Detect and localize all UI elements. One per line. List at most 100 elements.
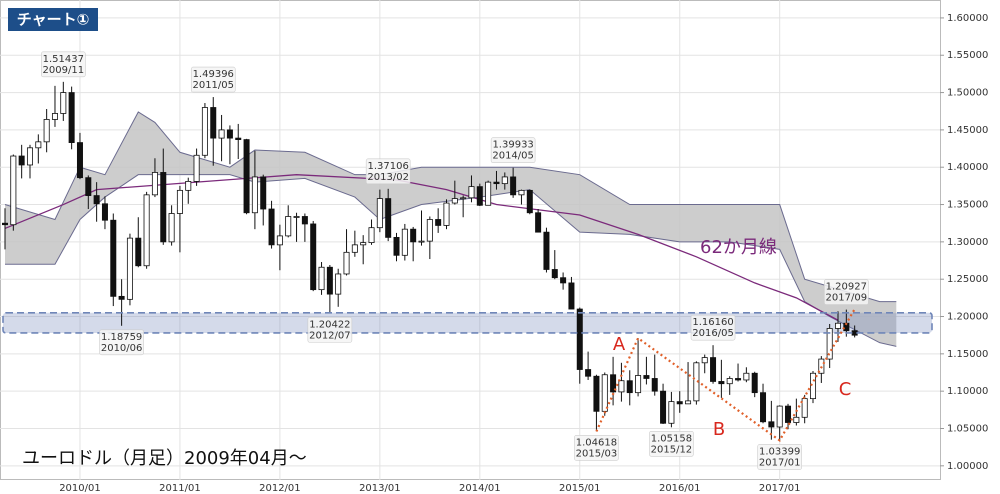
annotation-date: 2010/06 [101,343,143,354]
candle-body [168,213,175,243]
candle-body [2,222,8,226]
candle-body [476,186,483,206]
annotation-value: 1.51437 [43,54,84,65]
candle-body [85,177,92,196]
candle-body [668,401,675,424]
candle-body [301,216,308,225]
y-tick-label: 1.20000 [947,312,988,323]
candle-body [485,181,492,206]
candle-body [418,240,425,243]
candle-body [685,400,692,405]
annotation-date: 2011/05 [192,80,234,91]
candle-body [343,251,350,275]
candle-body [710,357,717,382]
y-tick-label: 1.45000 [947,125,988,136]
candle-body [318,266,325,291]
annotation-box [574,435,619,461]
annotation-date: 2012/07 [309,330,351,341]
candle-body [493,181,500,185]
candle-body [693,362,700,402]
pattern-label: C [839,379,852,400]
candle-body [385,198,392,238]
candle-body [626,380,633,394]
candle-body [101,203,108,221]
candle-body [460,197,467,200]
candle-body [651,378,658,392]
annotation-box [757,444,802,470]
annotation-box [690,314,736,341]
y-tick-label: 1.30000 [947,237,988,248]
candle-body [60,92,67,114]
annotation-value: 1.20422 [309,319,350,330]
candle-body [826,328,833,360]
annotation-box [649,431,694,457]
pattern-line [595,308,856,443]
annotation-value: 1.04618 [576,437,617,448]
candle-body [143,194,150,267]
candle-body [776,405,783,428]
candle-body [276,235,283,246]
candle-body [801,398,808,418]
candle-body [568,282,575,310]
annotation-date: 2013/02 [367,172,409,183]
candle-body [818,358,825,374]
band-border [2,311,933,334]
candle-body [335,273,342,295]
candle-body [210,107,217,139]
candle-body [18,155,25,166]
annotation-value: 1.20927 [826,282,867,293]
annotation-value: 1.18759 [101,332,142,343]
candle-body [193,154,200,182]
candle-body [251,176,258,214]
candle-body [118,295,125,300]
y-tick-label: 1.05000 [947,423,988,434]
subtitle: ユーロドル（月足）2009年04月～ [22,448,307,469]
x-tick-label: 2012/01 [259,483,301,494]
candle-body [426,219,433,242]
annotation-date: 2015/03 [576,448,618,459]
x-tick-label: 2015/01 [559,483,601,494]
candle-body [51,113,58,120]
annotation-value: 1.49396 [193,69,234,80]
candle-body [26,147,33,166]
candle-body [451,198,458,204]
x-tick-label: 2014/01 [459,483,501,494]
annotation-box [307,317,353,343]
annotation-box [490,137,536,164]
candle-body [401,228,408,256]
annotation-date: 2015/12 [651,444,693,455]
candle-body [35,141,42,149]
annotation-date: 2017/01 [759,457,801,468]
candle-body [410,228,417,243]
annotation-value: 1.03399 [759,446,800,457]
annotation-value: 1.05158 [651,433,692,444]
candle-body [768,421,775,428]
candle-body [551,269,558,279]
y-tick-label: 1.25000 [947,274,988,285]
candle-body [260,176,267,210]
candle-body [43,119,50,143]
candle-body [393,236,400,256]
candle-body [501,176,508,185]
annotation-box [41,51,86,78]
candle-body [151,172,158,196]
candle-body [726,378,733,385]
candle-body [201,107,208,156]
annotation-box [190,66,236,93]
candle-body [368,227,375,244]
candle-body [76,142,83,179]
candle-body [518,189,525,196]
y-tick-label: 1.35000 [947,200,988,211]
candle-body [376,198,383,229]
pattern-label: A [613,334,626,355]
title-box [8,8,98,31]
annotation-date: 2014/05 [492,151,534,162]
candle-body [126,237,133,300]
candle-body [93,195,100,205]
candle-body [176,189,183,214]
x-tick-label: 2010/01 [59,483,101,494]
y-tick-label: 1.00000 [947,461,988,472]
candle-body [751,372,758,394]
x-tick-label: 2017/01 [759,483,801,494]
